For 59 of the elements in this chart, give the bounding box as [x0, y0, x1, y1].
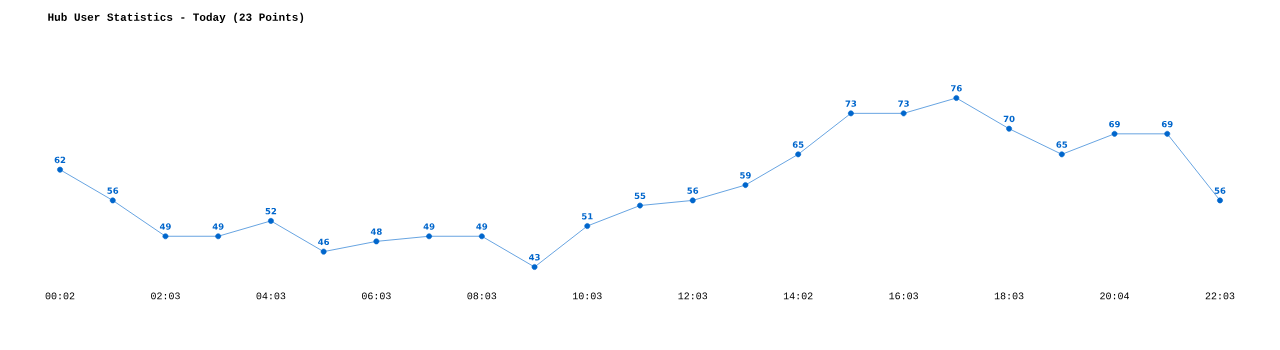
point — [373, 238, 380, 245]
point — [637, 202, 643, 209]
data-label: 59 — [740, 172, 751, 179]
data-label: 56 — [1214, 187, 1226, 194]
data-label: 49 — [423, 223, 435, 230]
data-label: 56 — [107, 187, 119, 194]
data-label: 48 — [370, 228, 382, 235]
data-label: 55 — [634, 192, 646, 200]
point — [320, 248, 327, 255]
point — [1006, 125, 1012, 132]
point — [900, 110, 907, 117]
chart-title: Hub User Statistics - Today (23 Points) — [48, 12, 304, 24]
x-tick-label: 04:03 — [256, 292, 286, 300]
data-label: 65 — [792, 141, 804, 148]
data-label: 69 — [1161, 120, 1173, 128]
data-label: 52 — [265, 207, 277, 215]
point — [953, 95, 960, 101]
data-label: 51 — [582, 213, 593, 220]
x-tick-label: 14:02 — [783, 292, 813, 300]
x-tick-label: 02:03 — [151, 292, 180, 300]
x-tick-label: 22:03 — [1205, 292, 1235, 300]
x-tick-label: 00:02 — [45, 292, 75, 300]
point — [57, 166, 63, 173]
data-label: 69 — [1109, 120, 1120, 128]
x-tick-label: 16:03 — [889, 292, 918, 300]
point — [1217, 197, 1223, 204]
point — [689, 197, 696, 204]
data-label: 65 — [1056, 141, 1068, 148]
point — [584, 223, 591, 229]
point — [478, 233, 485, 240]
point — [742, 182, 749, 188]
x-tick-label: 18:03 — [994, 292, 1024, 300]
data-label: 49 — [476, 223, 488, 230]
data-label: 56 — [687, 187, 699, 194]
data-label: 49 — [159, 223, 171, 230]
point — [795, 151, 802, 158]
point — [848, 110, 854, 117]
point — [1058, 151, 1065, 158]
point — [1111, 130, 1118, 137]
data-label: 73 — [898, 100, 909, 107]
point — [109, 197, 116, 204]
data-label: 62 — [54, 156, 66, 164]
data-label: 49 — [212, 223, 224, 230]
data-label: 43 — [529, 254, 540, 261]
x-tick-label: 12:03 — [678, 292, 708, 300]
point — [1164, 130, 1171, 137]
point — [531, 264, 538, 270]
data-label: 73 — [845, 100, 857, 107]
data-label: 46 — [318, 238, 330, 246]
x-tick-label: 10:03 — [572, 292, 602, 300]
point — [215, 233, 222, 240]
point — [268, 218, 274, 224]
data-label: 76 — [951, 85, 962, 92]
x-tick-label: 20:04 — [1100, 292, 1130, 300]
data-label: 70 — [1003, 115, 1015, 123]
x-tick-label: 08:03 — [467, 292, 497, 300]
point — [162, 233, 169, 240]
point — [426, 233, 432, 240]
x-tick-label: 06:03 — [361, 292, 391, 300]
